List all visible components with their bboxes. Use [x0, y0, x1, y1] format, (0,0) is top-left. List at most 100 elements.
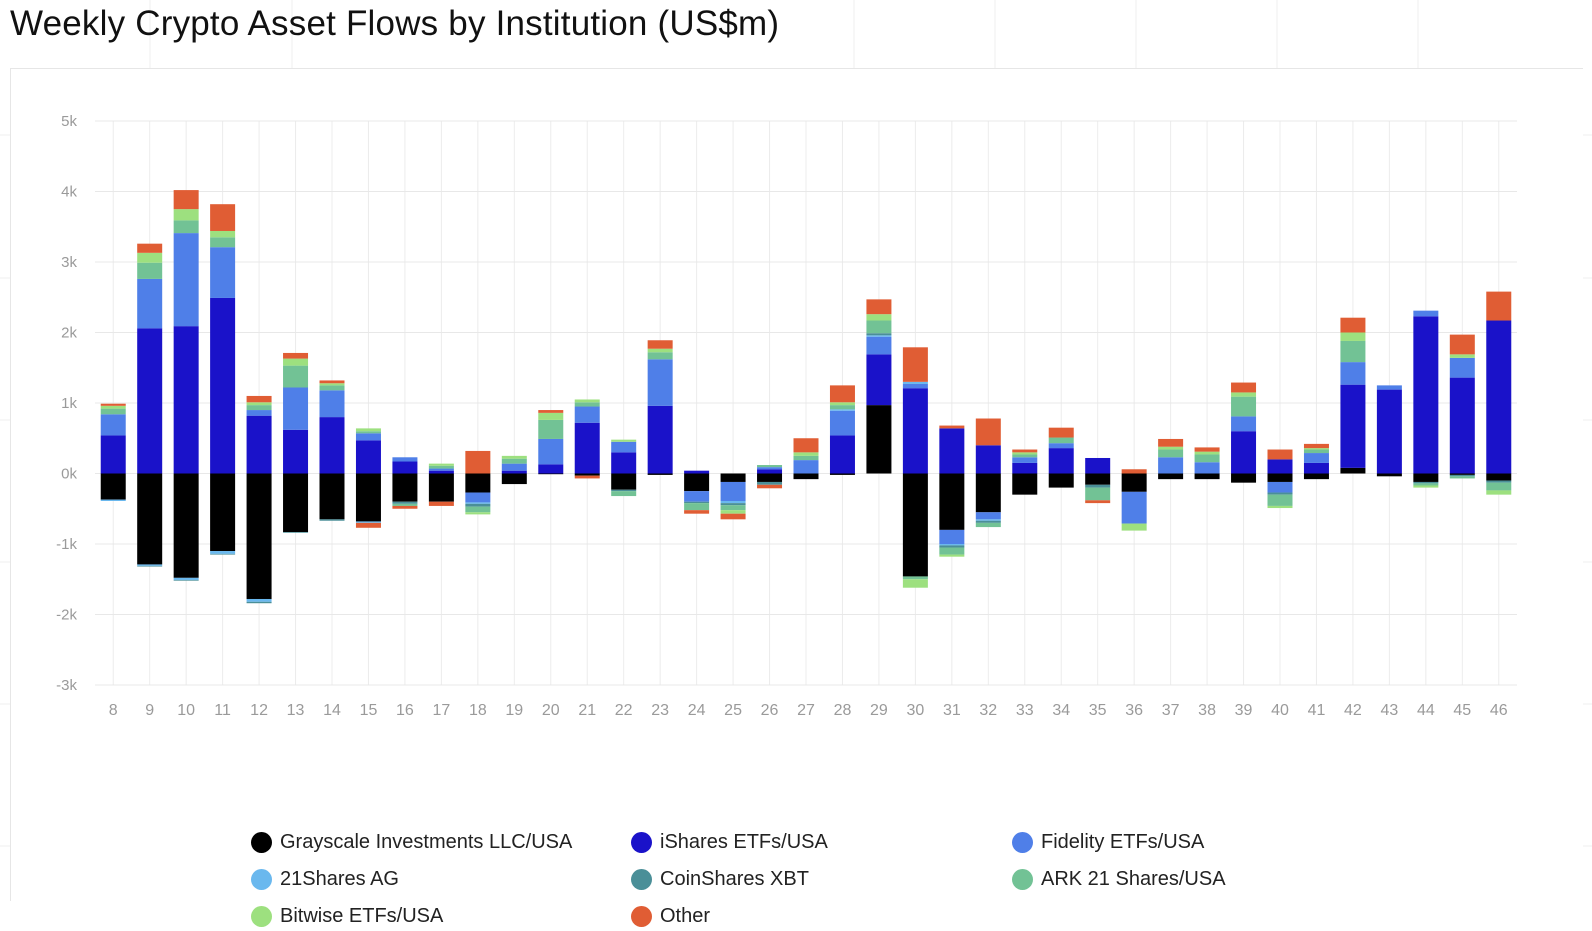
bar-segment	[355, 433, 381, 441]
bar-segment	[1194, 473, 1220, 480]
bar-segment	[611, 441, 637, 453]
bar-segment	[1267, 473, 1293, 482]
bar-segment	[392, 501, 418, 504]
bar-segment	[902, 388, 928, 474]
x-tick-label: 32	[979, 702, 997, 719]
bar-segment	[501, 473, 527, 485]
bar-segment	[757, 469, 783, 474]
bar-segment	[538, 464, 564, 474]
bar-segment	[829, 405, 855, 410]
x-tick-label: 40	[1271, 702, 1289, 719]
bar-segment	[866, 320, 892, 334]
bar-segment	[1267, 459, 1293, 474]
bar-segment	[1158, 473, 1184, 480]
bar-segment	[1376, 385, 1402, 390]
bar-segment	[1194, 462, 1220, 474]
bar-segment	[647, 405, 673, 474]
x-tick-label: 21	[578, 702, 596, 719]
bar-segment	[1413, 473, 1439, 482]
bar-segment	[355, 440, 381, 474]
bar-segment	[210, 230, 236, 238]
bar-segment	[1267, 449, 1293, 460]
bar-segment	[611, 489, 637, 492]
y-tick-label: -1k	[56, 536, 77, 553]
bar-segment	[1303, 443, 1329, 449]
bar-segment	[647, 340, 673, 349]
x-tick-label: 15	[360, 702, 378, 719]
bar-segment	[1158, 449, 1184, 458]
bar-segment	[428, 465, 454, 469]
bar-segment	[1413, 481, 1439, 484]
bar-segment	[829, 385, 855, 403]
chart-card: -3k -2k -1k 0k 1k 2k 3k 4k 5k 8 9 10 11 12 13 14 15 16 17 1…	[10, 68, 1583, 927]
x-tick-label: 8	[109, 702, 118, 719]
bar-segment	[1121, 523, 1147, 531]
bar-segment	[246, 405, 272, 411]
x-tick-label: 34	[1052, 702, 1070, 719]
bar-segment	[1376, 389, 1402, 474]
bar-segment	[283, 473, 309, 533]
bar-segment	[428, 463, 454, 466]
bar-segment	[210, 297, 236, 474]
bar-segment	[939, 544, 965, 546]
legend-item: ARK 21 Shares/USA	[1012, 864, 1226, 894]
bar-segment	[757, 465, 783, 468]
bar-segment	[975, 519, 1001, 521]
x-tick-label: 13	[287, 702, 305, 719]
bar-segment	[1121, 491, 1147, 524]
bar-segment	[574, 399, 600, 403]
legend-label: 21Shares AG	[280, 867, 399, 890]
bar-segment	[428, 470, 454, 474]
legend-marker	[251, 831, 272, 853]
bar-segment	[793, 460, 819, 474]
bar-segment	[1340, 317, 1366, 333]
bar-segment	[173, 326, 199, 474]
bar-segment	[1158, 438, 1184, 447]
bars	[100, 190, 1512, 604]
bar-segment	[501, 455, 527, 459]
bar-segment	[100, 408, 126, 415]
chart-title: Weekly Crypto Asset Flows by Institution…	[10, 4, 780, 43]
x-tick-label: 44	[1417, 702, 1435, 719]
bar-segment	[283, 358, 309, 366]
bar-segment	[1413, 316, 1439, 474]
bar-segment	[210, 473, 236, 552]
bar-segment	[866, 335, 892, 337]
bar-segment	[574, 475, 600, 479]
bar-segment	[1231, 416, 1257, 432]
y-tick-label: 4k	[61, 184, 77, 201]
x-tick-label: 9	[145, 702, 154, 719]
legend-item: CoinShares XBT	[631, 864, 809, 894]
bar-segment	[757, 467, 783, 470]
bar-segment	[137, 278, 163, 329]
bar-segment	[1340, 340, 1366, 363]
bar-segment	[684, 503, 710, 511]
legend-item: 21Shares AG	[251, 864, 399, 894]
bar-segment	[975, 512, 1001, 520]
bar-segment	[1267, 505, 1293, 509]
y-tick-label: -3k	[56, 677, 77, 694]
bar-segment	[1486, 480, 1512, 483]
bar-segment	[210, 553, 236, 555]
x-tick-label: 29	[870, 702, 888, 719]
bar-segment	[720, 481, 746, 501]
bar-segment	[939, 547, 965, 555]
x-tick-label: 24	[688, 702, 706, 719]
y-tick-label: 5k	[61, 113, 77, 130]
bar-segment	[611, 439, 637, 442]
bar-segment	[173, 209, 199, 221]
x-tick-label: 35	[1089, 702, 1107, 719]
bar-segment	[392, 505, 418, 509]
bar-segment	[1303, 449, 1329, 454]
y-tick-label: 1k	[61, 395, 77, 412]
bar-segment	[647, 348, 673, 353]
bar-segment	[319, 380, 345, 384]
bar-segment	[975, 520, 1001, 523]
bar-segment	[1048, 437, 1074, 444]
x-tick-label: 25	[724, 702, 742, 719]
bar-segment	[866, 333, 892, 336]
bar-segment	[428, 468, 454, 471]
bar-segment	[1085, 473, 1111, 485]
x-tick-label: 42	[1344, 702, 1362, 719]
bar-segment	[137, 565, 163, 567]
